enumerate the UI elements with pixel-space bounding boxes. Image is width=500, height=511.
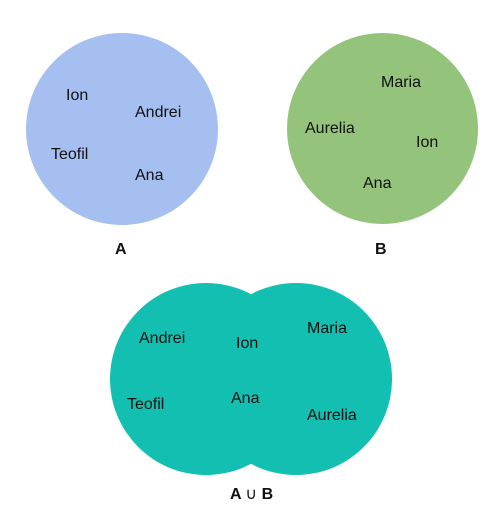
union-element-ion: Ion [236,335,259,352]
set-b-circle [287,33,478,224]
set-a-element-andrei: Andrei [135,104,182,121]
set-b-element-aurelia: Aurelia [305,120,355,137]
set-b-label: B [375,241,387,258]
union-element-teofil: Teofil [127,396,165,413]
set-a-element-ana: Ana [135,167,164,184]
set-b-element-ion: Ion [416,134,439,151]
union-element-ana: Ana [231,390,260,407]
union-label-left: A [230,486,241,503]
set-a-circle [26,33,218,225]
set-a-element-ion: Ion [66,87,89,104]
union-element-aurelia: Aurelia [307,407,357,424]
set-a-element-teofil: Teofil [51,146,89,163]
union-label-right: B [261,486,274,503]
set-a-label: A [115,241,127,258]
union-label: A ∪ B [230,487,273,503]
union-element-andrei: Andrei [139,330,186,347]
union-operator: ∪ [245,486,258,503]
union-circle-right [200,283,392,475]
set-b-element-ana: Ana [363,175,392,192]
union-element-maria: Maria [307,320,348,337]
set-b-element-maria: Maria [381,74,422,91]
